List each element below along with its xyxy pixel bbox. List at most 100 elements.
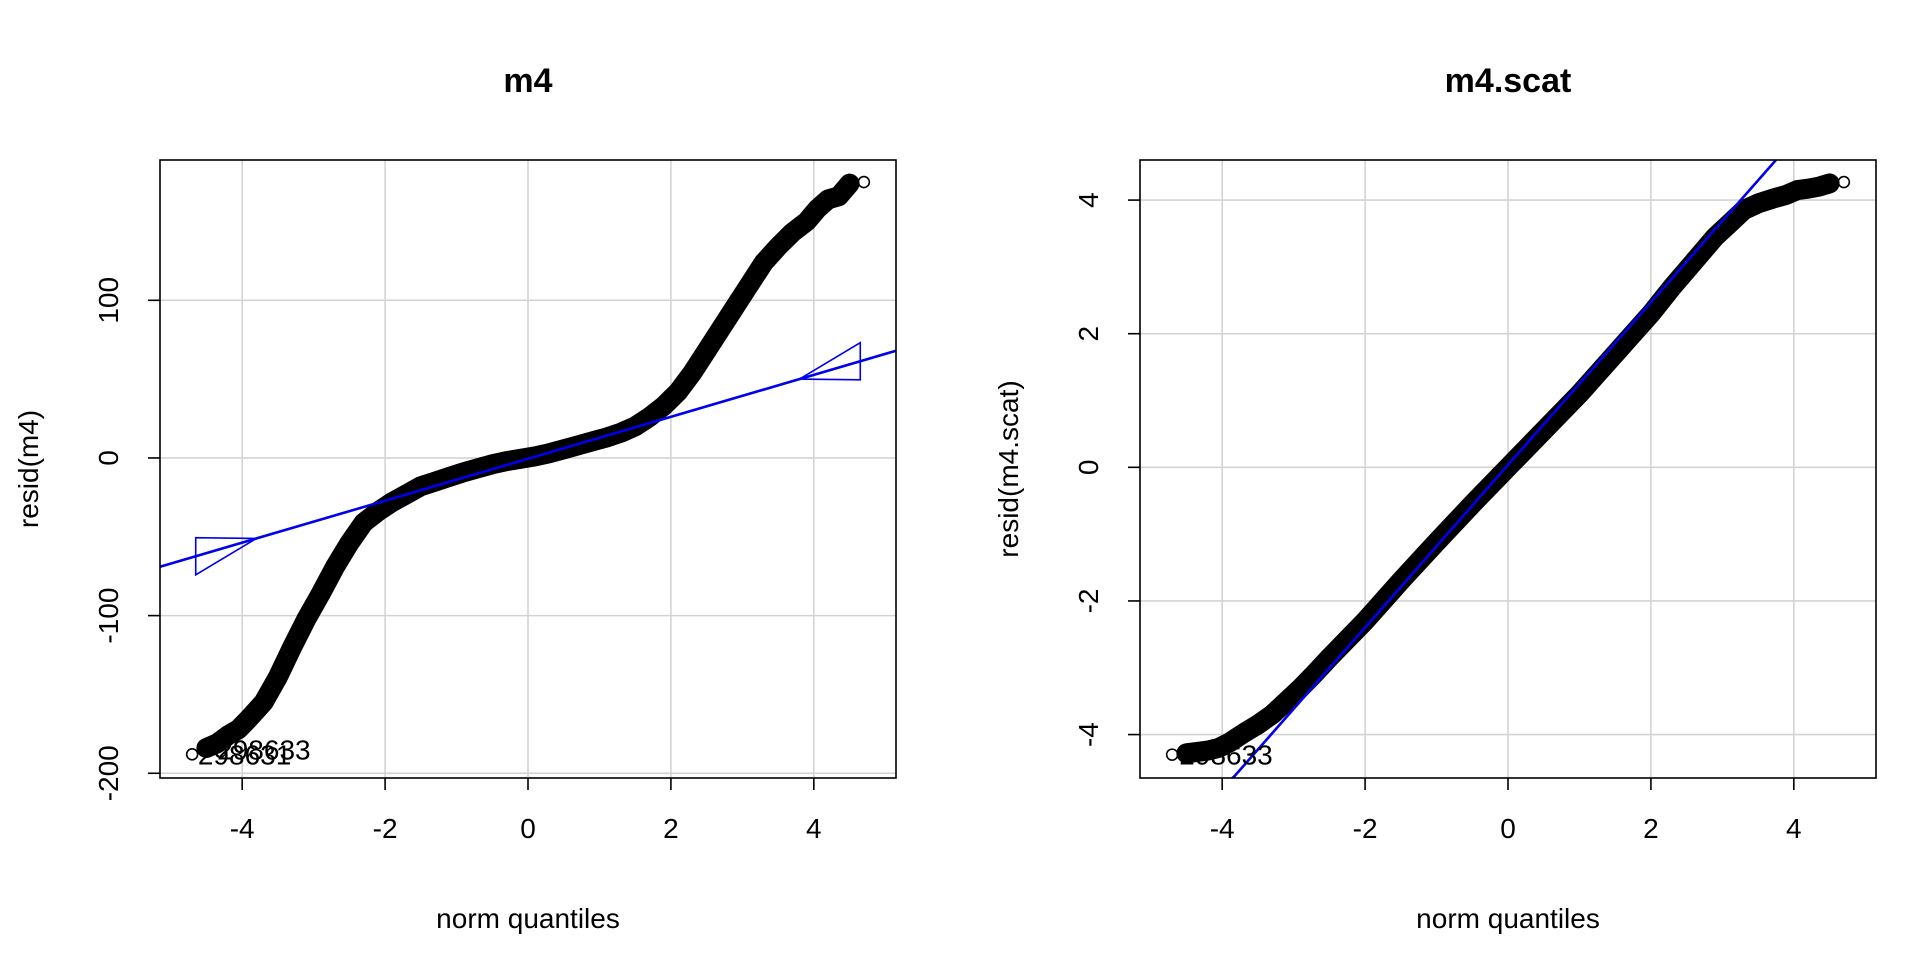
residual-point [210,737,224,750]
residual-point [1265,708,1279,721]
residual-point [1212,741,1225,755]
residual-point [1666,280,1679,294]
residual-point [686,366,699,380]
qq-plot-m4-scat: m4.scat norm quantiles resid(m4.scat) -4… [993,62,1877,934]
y-tick-label: 0 [93,450,124,466]
x-tick-label: -2 [1353,813,1378,844]
residual-point [1280,694,1293,708]
residual-point [371,505,385,518]
residual-point [1680,263,1693,277]
x-tick-label: -4 [1210,813,1235,844]
y-axis-title: resid(m4) [13,410,44,528]
residual-point [700,344,713,358]
residual-point [771,240,785,254]
plot-title: m4.scat [1445,62,1572,100]
x-tick-label: 4 [1786,813,1802,844]
y-axis: -4 -2 0 2 4 [1073,192,1140,747]
residual-point [786,226,799,239]
envelope-wedge [194,536,260,577]
residual-point [185,748,199,761]
residual-point [811,202,824,216]
residual-points [1165,173,1851,764]
plot-title: m4 [503,62,552,100]
residual-point [671,385,685,399]
residual-point [385,495,399,509]
residual-point [1823,177,1836,190]
residual-point [271,670,285,684]
x-tick-label: 4 [806,813,822,844]
residual-point [843,177,856,190]
residual-point [1737,203,1751,217]
y-tick-label: 100 [93,277,124,324]
qq-reference-line [160,349,896,568]
y-axis: -200 -100 0 100 [93,277,160,801]
residual-point [314,587,328,600]
residual-point [1465,497,1479,511]
plot-area [1165,68,1851,778]
residual-point [1237,726,1250,740]
residual-point [243,711,256,725]
residual-point [1251,718,1265,731]
residual-point [357,516,370,529]
residual-point [657,399,671,413]
residual-point [200,741,213,755]
residual-point [1837,175,1851,189]
x-tick-label: -2 [373,813,398,844]
residual-point [1308,666,1322,680]
residual-point [1501,461,1515,474]
residual-point [232,722,245,736]
residual-point [832,189,846,203]
residual-point [757,256,771,269]
y-tick-label: 4 [1073,192,1104,208]
residual-point [221,729,235,742]
x-axis-title: norm quantiles [1416,903,1600,934]
plot-area [160,173,896,761]
qq-plot-m4: m4 norm quantiles resid(m4) -4 -2 0 2 4-200-… [13,62,897,934]
x-axis: -4 -2 0 2 4 [1210,778,1802,844]
y-tick-label: -100 [93,588,124,644]
y-tick-label: 2 [1073,326,1104,342]
residual-point [714,322,728,335]
residual-point [728,300,742,313]
x-tick-label: 0 [1500,813,1516,844]
grid [160,160,896,778]
residual-point [1223,736,1236,749]
residual-band [1176,173,1840,764]
residual-point [1165,748,1179,761]
y-tick-label: -2 [1073,588,1104,613]
residual-point [743,278,756,291]
residual-point [257,696,270,709]
residual-point [1294,681,1308,695]
residual-point [1573,387,1586,401]
residual-point [285,640,299,654]
y-tick-label: -200 [93,745,124,801]
residual-point [1766,192,1779,206]
x-axis-title: norm quantiles [436,903,620,934]
residual-point [328,560,342,574]
x-tick-label: -4 [230,813,255,844]
qq-reference-line [1231,160,1777,778]
residual-point [500,454,513,468]
envelope-wedge [796,341,862,381]
y-axis-title: resid(m4.scat) [993,380,1024,557]
plot-frame [159,159,897,779]
residual-point [1608,347,1622,361]
envelope-wedge [1780,68,1841,156]
confidence-envelope [194,341,862,577]
residual-point [1780,188,1793,202]
x-tick-label: 2 [663,813,679,844]
residual-point [400,487,413,501]
point-id-label: 298633 [217,735,310,766]
residual-point [857,175,871,189]
point-id-label: 298633 [1179,740,1272,771]
y-tick-label: -4 [1073,722,1104,747]
residual-point [414,480,428,493]
y-tick-label: 0 [1073,460,1104,476]
residual-point [1751,197,1765,210]
x-tick-label: 2 [1643,813,1659,844]
point-id-label: 298631 [198,739,291,770]
plot-frame [1139,159,1877,779]
residual-point [300,612,313,626]
residual-point [343,536,356,550]
